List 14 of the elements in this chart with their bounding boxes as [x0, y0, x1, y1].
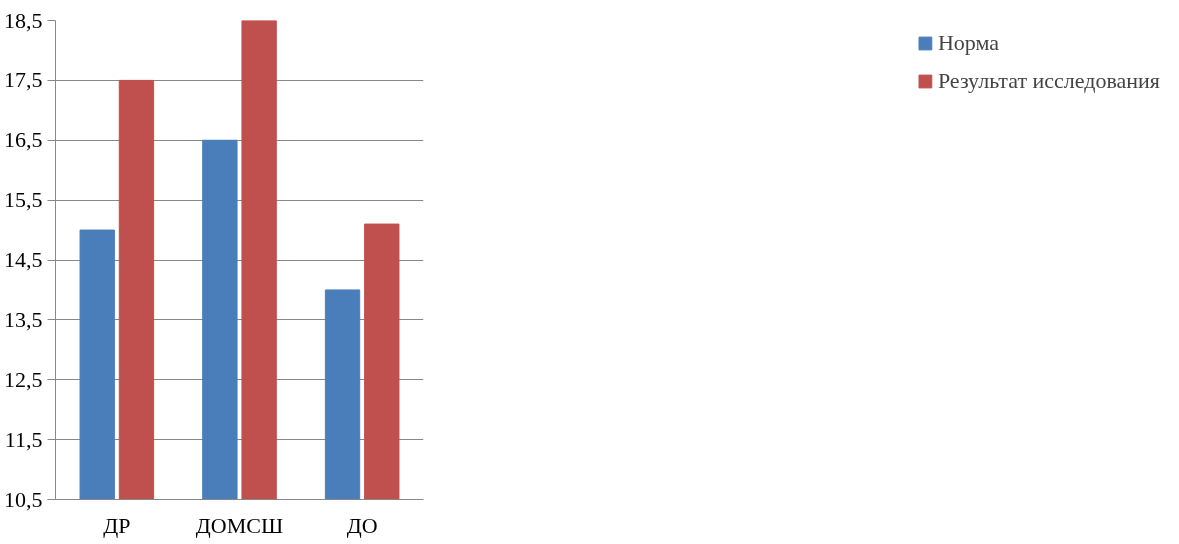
y-tick-label: 15,5 [4, 187, 43, 213]
y-tick-label: 17,5 [4, 67, 43, 93]
x-tick-label: ДР [103, 512, 131, 538]
y-tick-label: 18,5 [4, 7, 43, 33]
y-tick-label: 11,5 [4, 426, 43, 452]
y-tick-label: 13,5 [4, 306, 43, 332]
y-tick-label: 10,5 [4, 486, 43, 512]
y-tick-label: 16,5 [4, 127, 43, 153]
x-tick-label: ДО [346, 512, 378, 538]
y-tick-label: 12,5 [4, 366, 43, 392]
x-tick-label: ДОМСШ [195, 512, 284, 538]
y-tick-label: 14,5 [4, 247, 43, 272]
legend-label: Норма [937, 30, 999, 56]
legend-label: Результат исследования [937, 68, 1160, 94]
